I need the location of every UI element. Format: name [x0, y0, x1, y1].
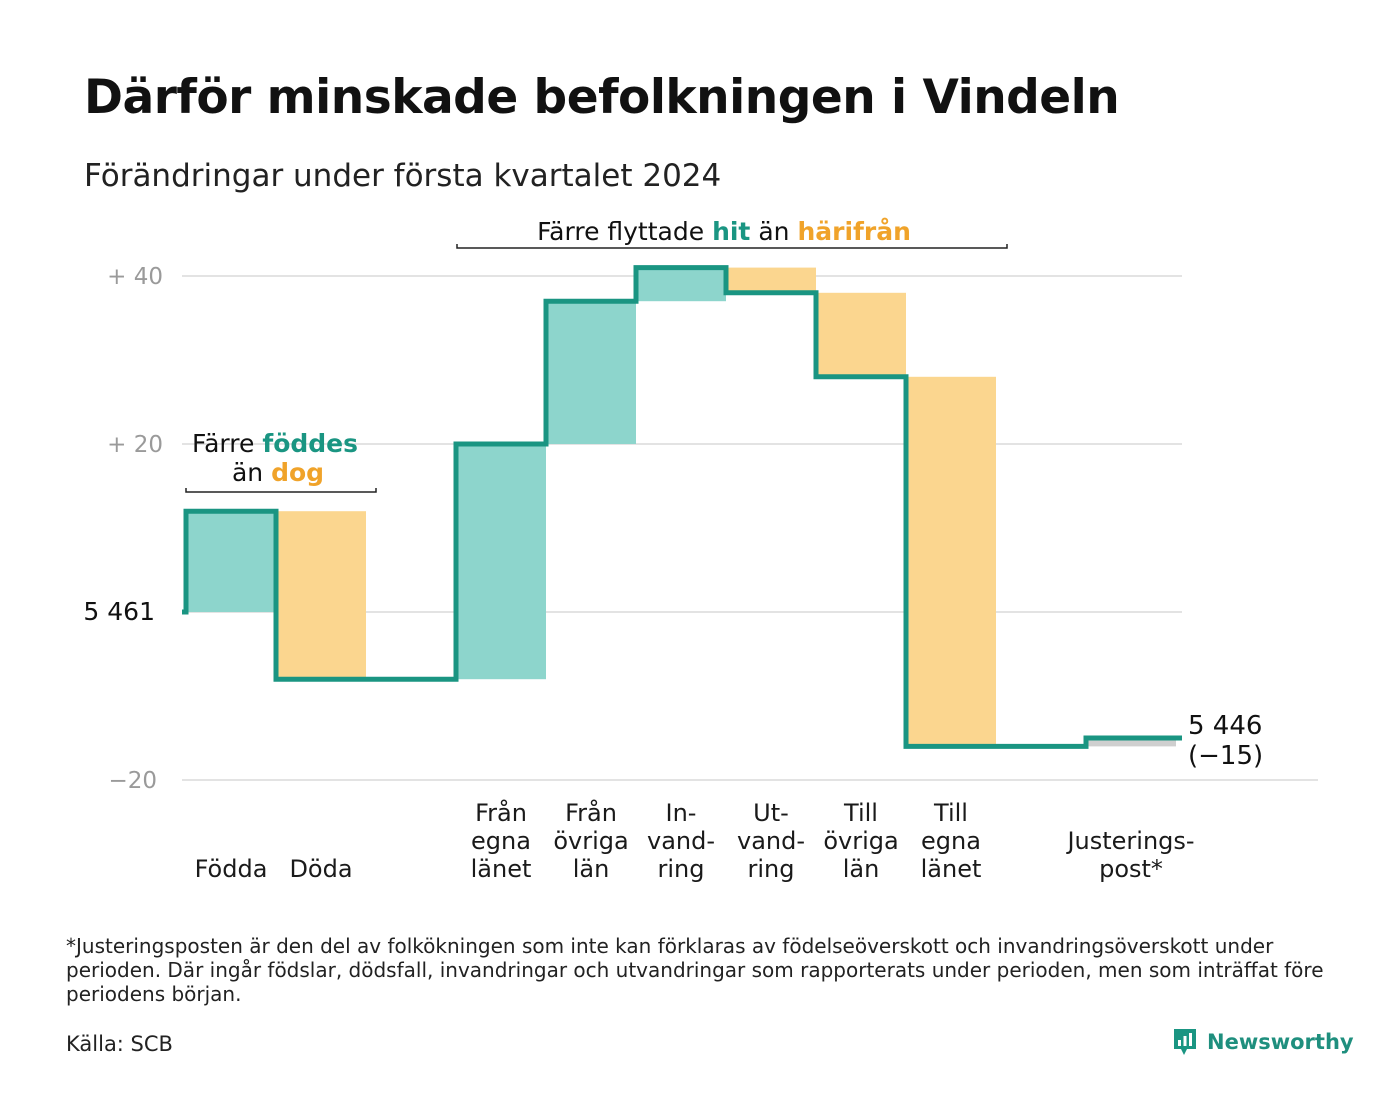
category-label: övriga [823, 827, 898, 855]
start-value-label: 5 461 [83, 597, 155, 626]
bar-decrease [276, 511, 366, 680]
bar-increase [636, 267, 726, 302]
category-label: övriga [553, 827, 628, 855]
category-label: länet [471, 855, 532, 883]
category-label: egna [471, 827, 531, 855]
category-label: Födda [195, 855, 268, 883]
category-label: Döda [289, 855, 352, 883]
footnote: *Justeringsposten är den del av folkökni… [66, 934, 1324, 1006]
category-label: vand- [737, 827, 805, 855]
category-label: Till [843, 799, 878, 827]
bar-decrease [906, 376, 996, 747]
y-tick-label: + 40 [107, 264, 163, 290]
category-label: In- [666, 799, 697, 827]
category-label: län [843, 855, 880, 883]
category-label: egna [921, 827, 981, 855]
category-label: ring [748, 855, 795, 883]
category-label: Till [933, 799, 968, 827]
category-label: Ut- [753, 799, 789, 827]
brand-logo: Newsworthy [1172, 1027, 1354, 1057]
category-label: vand- [647, 827, 715, 855]
brand-name: Newsworthy [1207, 1030, 1354, 1054]
annotation-births-bracket [185, 488, 377, 493]
category-label: län [573, 855, 610, 883]
y-tick-label: + 20 [107, 432, 163, 458]
category-label: länet [921, 855, 982, 883]
source-label: Källa: SCB [66, 1032, 173, 1056]
chart-title: Därför minskade befolkningen i Vindeln [84, 70, 1120, 125]
category-label: Justerings- [1065, 827, 1194, 855]
y-tick-label: −20 [108, 768, 157, 794]
end-value-label: 5 446 [1188, 711, 1262, 741]
cumulative-step-line [182, 265, 1182, 749]
bar-decrease [726, 267, 816, 293]
category-label: Från [565, 798, 617, 827]
category-label: Från [475, 798, 527, 827]
category-label: ring [658, 855, 705, 883]
annotation-moves-bracket [456, 244, 1008, 249]
chart-subtitle: Förändringar under första kvartalet 2024 [84, 158, 722, 194]
bar-increase [186, 511, 276, 612]
bar-layer [186, 267, 1176, 747]
bar-adjustment [1086, 738, 1176, 747]
newsworthy-logo-icon [1174, 1029, 1196, 1055]
annotation-births-line2: än dog [232, 458, 324, 487]
bar-increase [456, 444, 546, 680]
annotation-moves: Färre flyttade hit än härifrån [537, 217, 911, 246]
category-label: post* [1099, 855, 1163, 883]
line-layer [182, 265, 1182, 749]
end-change-label: (−15) [1188, 741, 1263, 771]
bar-increase [546, 301, 636, 444]
bar-decrease [816, 292, 906, 377]
annotation-births-line1: Färre föddes [192, 429, 358, 458]
